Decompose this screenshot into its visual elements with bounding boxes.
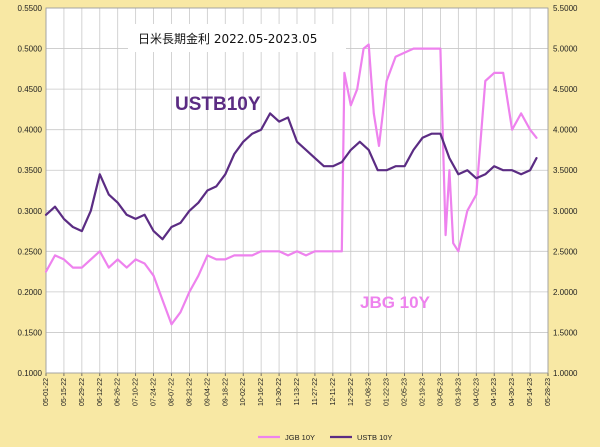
- x-tick-label: 04-16-23: [491, 378, 498, 406]
- x-tick-label: 02-05-23: [402, 378, 409, 406]
- y-tick-label-left: 0.5000: [18, 45, 43, 54]
- y-tick-label-right: 2.0000: [553, 288, 578, 297]
- x-tick-label: 05-14-23: [527, 378, 534, 406]
- y-tick-label-left: 0.5500: [18, 4, 43, 13]
- x-tick-label: 01-22-23: [384, 378, 391, 406]
- x-tick-label: 10-16-22: [258, 378, 265, 406]
- x-tick-label: 05-29-22: [79, 378, 86, 406]
- x-tick-label: 06-26-22: [115, 378, 122, 406]
- series-line-jgb: [44, 43, 538, 326]
- x-tick-label: 04-30-23: [509, 378, 516, 406]
- x-tick-label: 02-19-23: [420, 378, 427, 406]
- y-tick-label-right: 1.5000: [553, 328, 578, 337]
- x-tick-label: 09-04-22: [204, 378, 211, 406]
- y-tick-label-left: 0.1000: [18, 369, 43, 378]
- x-tick-label: 07-24-22: [151, 378, 158, 406]
- y-tick-label-right: 2.5000: [553, 247, 578, 256]
- y-tick-label-right: 3.0000: [553, 207, 578, 216]
- x-tick-label: 04-02-23: [473, 378, 480, 406]
- x-tick-label: 10-02-22: [240, 378, 247, 406]
- x-tick-label: 12-11-22: [330, 378, 337, 406]
- y-tick-label-left: 0.2000: [18, 288, 43, 297]
- title-box: [128, 24, 346, 52]
- x-tick-label: 01-08-23: [366, 378, 373, 406]
- x-tick-label: 05-15-22: [61, 378, 68, 406]
- y-tick-label-right: 4.0000: [553, 126, 578, 135]
- x-tick-label: 08-07-22: [169, 378, 176, 406]
- x-tick-label: 05-01-22: [43, 378, 50, 406]
- x-tick-label: 05-28-23: [545, 378, 552, 406]
- x-tick-label: 09-18-22: [222, 378, 229, 406]
- y-tick-label-right: 5.5000: [553, 4, 578, 13]
- y-tick-label-left: 0.3000: [18, 207, 43, 216]
- chart-title: 日米長期金利 2022.05-2023.05: [138, 31, 317, 46]
- y-tick-label-left: 0.3500: [18, 166, 43, 175]
- y-tick-label-right: 1.0000: [553, 369, 578, 378]
- jgb-annotation: JBG 10Y: [360, 293, 431, 312]
- y-tick-label-left: 0.2500: [18, 247, 43, 256]
- x-tick-label: 11-27-22: [312, 378, 319, 406]
- plot-border: [45, 7, 549, 374]
- ustb-annotation: USTB10Y: [175, 94, 261, 115]
- annotations: 日米長期金利 2022.05-2023.05 USTB10Y JBG 10Y: [128, 24, 431, 312]
- legend-label-jgb: JGB 10Y: [285, 433, 315, 442]
- x-tick-label: 03-05-23: [437, 378, 444, 406]
- x-tick-label: 06-12-22: [97, 378, 104, 406]
- x-tick-label: 03-19-23: [455, 378, 462, 406]
- x-tick-label: 07-10-22: [133, 378, 140, 406]
- series-line-ustb: [44, 112, 538, 241]
- y-tick-label-right: 5.0000: [553, 45, 578, 54]
- y-tick-label-left: 0.4000: [18, 126, 43, 135]
- x-tick-label: 10-30-22: [276, 378, 283, 406]
- x-tick-label: 08-21-22: [186, 378, 193, 406]
- legend-label-ustb: USTB 10Y: [357, 433, 392, 442]
- y-tick-label-left: 0.1500: [18, 328, 43, 337]
- series-layer: [44, 43, 538, 326]
- y-tick-label-right: 4.5000: [553, 85, 578, 94]
- legend: JGB 10Y USTB 10Y: [258, 433, 392, 442]
- axes: 0.1000 0.1500 0.2000 0.2500 0.3000 0.3500 0.40…: [18, 4, 578, 406]
- x-tick-label: 12-25-22: [348, 378, 355, 406]
- y-tick-label-right: 3.5000: [553, 166, 578, 175]
- y-tick-label-left: 0.4500: [18, 85, 43, 94]
- x-tick-label: 11-13-22: [294, 378, 301, 406]
